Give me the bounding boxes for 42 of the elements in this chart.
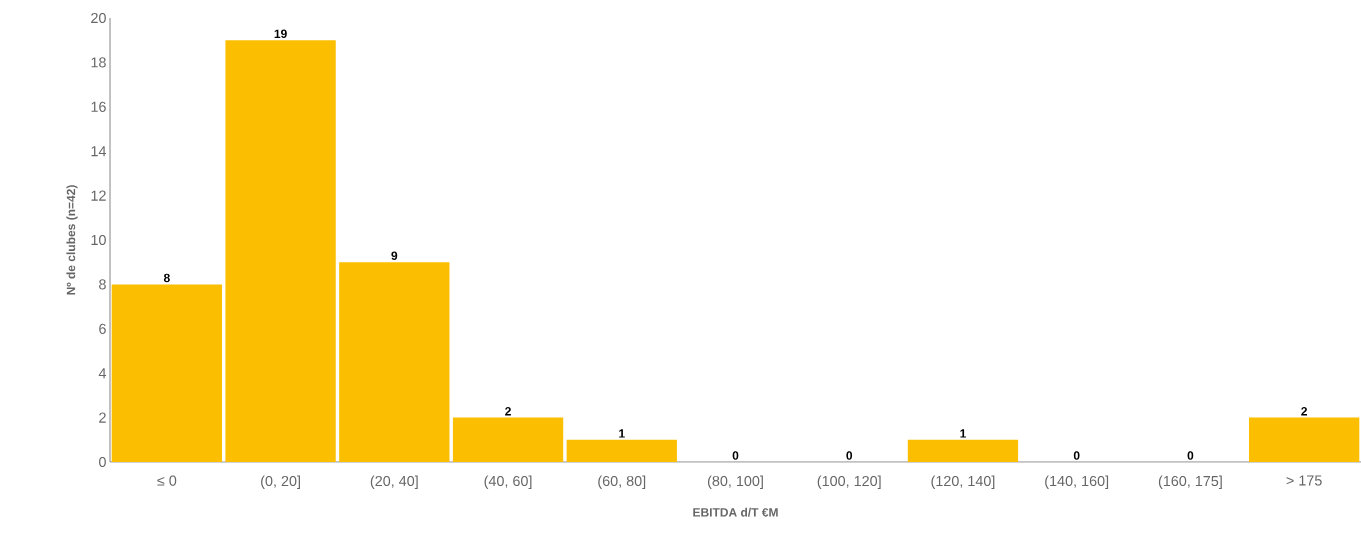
y-tick-label: 0 xyxy=(99,456,106,468)
y-axis-title: Nº de clubes (n=42) xyxy=(66,185,78,295)
x-tick-label: (100, 120] xyxy=(817,475,881,489)
data-label: 0 xyxy=(732,451,739,460)
x-tick-label: (60, 80] xyxy=(598,475,646,489)
data-label: 1 xyxy=(619,429,625,438)
y-tick-label: 20 xyxy=(91,12,106,24)
x-tick-label: ≤ 0 xyxy=(157,475,177,486)
x-tick-label: (120, 140] xyxy=(931,475,995,489)
bar xyxy=(339,262,450,462)
y-tick-label: 10 xyxy=(91,234,106,246)
x-tick-label: (140, 160] xyxy=(1045,475,1109,489)
bar xyxy=(452,417,564,462)
x-tick-label: (20, 40] xyxy=(370,475,418,489)
data-label: 0 xyxy=(1187,451,1194,460)
y-tick-label: 12 xyxy=(91,190,106,201)
bar xyxy=(111,284,223,462)
x-axis-title: EBITDA d/T €M xyxy=(693,507,778,517)
x-tick-label: > 175 xyxy=(1286,475,1322,486)
data-label: 0 xyxy=(846,451,853,460)
data-label: 1 xyxy=(960,429,966,438)
data-label: 0 xyxy=(1073,451,1080,460)
bar xyxy=(566,439,677,462)
bar xyxy=(1248,417,1360,462)
y-tick-label: 16 xyxy=(91,101,106,112)
y-tick-label: 14 xyxy=(91,146,107,157)
bar xyxy=(907,439,1019,462)
bar xyxy=(225,40,336,462)
y-tick-label: 2 xyxy=(99,412,106,423)
data-label: 19 xyxy=(274,29,287,38)
data-label: 8 xyxy=(163,273,170,283)
y-tick-label: 4 xyxy=(98,368,107,379)
x-tick-label: (80, 100] xyxy=(707,475,763,489)
x-tick-label: (0, 20] xyxy=(261,475,300,489)
data-label: 9 xyxy=(391,251,398,260)
data-label: 2 xyxy=(1301,407,1307,416)
y-tick-label: 18 xyxy=(91,57,106,68)
data-label: 2 xyxy=(505,407,511,416)
y-tick-label: 6 xyxy=(99,323,106,334)
y-tick-label: 8 xyxy=(99,279,106,290)
x-tick-label: (40, 60] xyxy=(484,475,532,489)
x-tick-label: (160, 175] xyxy=(1158,475,1222,489)
